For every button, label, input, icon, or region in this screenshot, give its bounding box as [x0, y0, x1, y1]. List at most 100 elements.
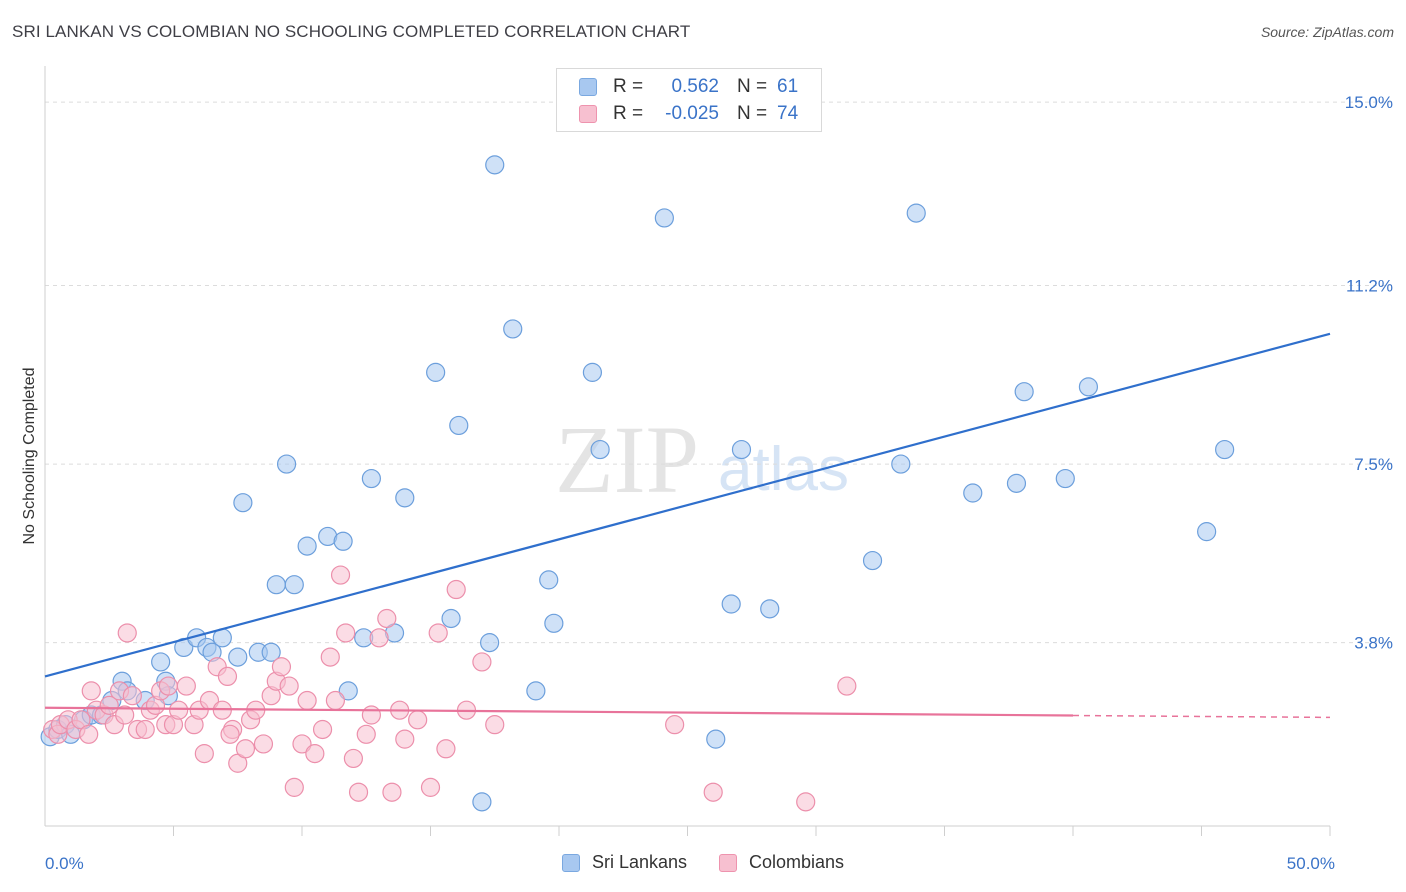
legend-swatch-colombians — [579, 105, 597, 123]
legend-n-label: N = — [737, 103, 768, 124]
data-point — [703, 782, 723, 802]
data-point — [117, 623, 137, 643]
data-point — [665, 715, 685, 735]
watermark-zip: ZIP — [555, 406, 699, 513]
data-point — [472, 792, 492, 812]
data-point — [582, 362, 603, 382]
data-point — [503, 319, 523, 339]
data-point — [796, 792, 816, 812]
data-point — [706, 729, 726, 749]
data-point — [449, 415, 469, 436]
series-colombians — [43, 565, 857, 812]
x-tick-label: 50.0% — [1287, 854, 1335, 873]
data-point — [485, 715, 505, 735]
y-tick-label: 11.2% — [1346, 277, 1393, 296]
legend-n-value: 61 — [777, 76, 799, 97]
data-point — [420, 777, 441, 797]
data-point — [343, 748, 363, 769]
data-point — [338, 681, 358, 701]
data-point — [284, 777, 304, 797]
source-label: Source: ZipAtlas.com — [1260, 24, 1394, 40]
data-point — [731, 439, 752, 460]
data-point — [305, 744, 325, 764]
data-point — [369, 628, 389, 648]
data-point — [441, 608, 461, 629]
data-point — [333, 531, 353, 551]
data-point — [837, 676, 857, 696]
legend-r-label: R = — [613, 76, 644, 97]
data-point — [395, 488, 415, 508]
data-point — [292, 734, 312, 754]
data-point — [426, 362, 446, 382]
data-point — [544, 613, 564, 633]
legend-item-sri-lankans[interactable]: Sri Lankans — [561, 852, 687, 873]
data-point — [176, 676, 196, 696]
series-legend: Sri Lankans Colombians — [0, 852, 1406, 873]
legend-swatch-sri-lankans — [561, 853, 580, 872]
data-point — [253, 734, 274, 754]
data-point — [115, 705, 135, 725]
legend-row-colombians: R = -0.025 N = 74 — [579, 101, 798, 127]
legend-swatch-colombians — [719, 853, 737, 872]
data-point — [261, 642, 281, 662]
data-point — [312, 719, 333, 740]
data-point — [194, 744, 214, 764]
legend-label-colombians: Colombians — [749, 852, 845, 872]
data-point — [122, 686, 142, 706]
data-point — [297, 536, 317, 556]
y-axis-title: No Schooling Completed — [21, 368, 38, 545]
data-point — [377, 608, 397, 629]
data-point — [1014, 382, 1034, 402]
data-point — [217, 666, 238, 687]
trend-line-colombians-dashed — [1072, 714, 1331, 719]
data-point — [539, 570, 559, 590]
data-point — [276, 454, 297, 474]
data-point — [297, 690, 317, 711]
data-point — [361, 705, 381, 725]
y-tick-label: 7.5% — [1354, 455, 1393, 474]
data-point — [356, 724, 376, 744]
data-point — [158, 676, 178, 696]
data-point — [228, 647, 248, 667]
data-point — [79, 724, 99, 744]
data-point — [135, 719, 155, 740]
data-point — [428, 623, 448, 643]
data-point — [1197, 522, 1217, 542]
data-point — [320, 647, 340, 667]
data-point — [99, 695, 119, 715]
data-point — [1215, 439, 1235, 460]
data-point — [590, 439, 610, 460]
data-point — [654, 208, 674, 228]
data-point — [1055, 468, 1075, 489]
data-point — [284, 575, 304, 595]
legend-row-sri-lankans: R = 0.562 N = 61 — [579, 74, 798, 100]
data-point — [485, 155, 505, 175]
trend-line-sri-lankans — [44, 332, 1331, 678]
data-point — [325, 690, 346, 711]
data-point — [436, 739, 456, 759]
legend-n-value: 74 — [777, 103, 799, 124]
data-point — [330, 565, 351, 585]
legend-n-label: N = — [737, 76, 768, 97]
data-point — [906, 203, 926, 223]
data-point — [235, 739, 256, 759]
legend-r-label: R = — [613, 103, 644, 124]
legend-item-colombians[interactable]: Colombians — [719, 852, 844, 873]
stats-legend: R = 0.562 N = 61 R = -0.025 N = 74 — [556, 68, 822, 132]
x-tick-label: 0.0% — [45, 854, 84, 873]
data-point — [348, 782, 369, 802]
data-point — [760, 599, 780, 619]
data-point — [408, 710, 428, 730]
data-point — [395, 729, 415, 749]
data-point — [1078, 377, 1099, 397]
legend-swatch-sri-lankans — [579, 78, 597, 96]
data-point — [361, 468, 381, 489]
data-point — [233, 493, 253, 513]
data-point — [271, 657, 292, 677]
data-point — [526, 681, 546, 701]
trend-line-colombians — [44, 706, 1074, 717]
data-point — [169, 700, 189, 720]
data-point — [891, 454, 911, 474]
data-point — [472, 652, 492, 672]
